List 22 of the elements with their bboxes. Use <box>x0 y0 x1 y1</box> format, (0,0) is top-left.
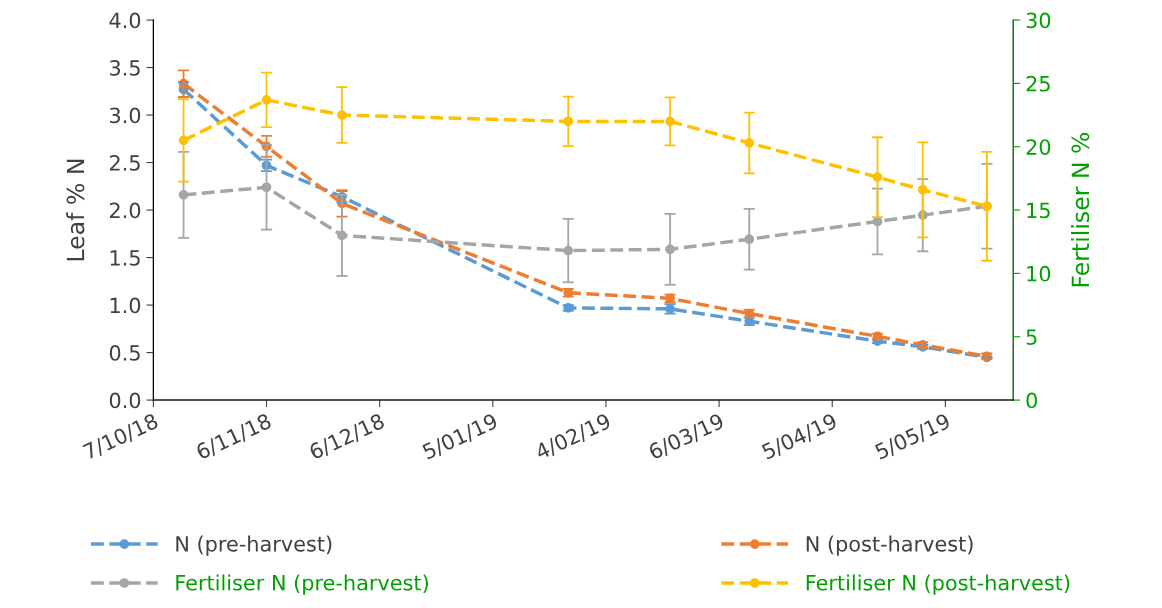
y2-tick-label: 5 <box>1026 329 1037 345</box>
y-tick-label: 2.0 <box>109 202 141 219</box>
y-tick-label: 4.0 <box>109 12 141 29</box>
y2-tick-label: 10 <box>1027 265 1051 282</box>
legend-label: N (pre-harvest) <box>176 535 332 556</box>
y2-tick-label: 15 <box>1027 202 1050 219</box>
legend-label: Fertiliser N (post-harvest) <box>806 574 1070 595</box>
y-tick-label: 0.5 <box>109 345 140 361</box>
y2-tick-label: 0 <box>1026 392 1037 409</box>
legend-label: Fertiliser N (pre-harvest) <box>176 574 428 595</box>
y-tick-label: 2.5 <box>109 155 140 171</box>
y2-axis-title: Fertiliser N % <box>1071 132 1090 287</box>
y-tick-label: 3.5 <box>110 60 140 76</box>
y2-tick-label: 20 <box>1026 139 1051 155</box>
y-tick-label: 1.0 <box>110 297 141 314</box>
legend-label: N (post-harvest) <box>806 535 973 556</box>
y2-tick-label: 25 <box>1026 75 1050 92</box>
y-tick-label: 0.0 <box>109 392 141 409</box>
y2-tick-label: 30 <box>1026 12 1051 29</box>
y-axis-title: Leaf % N <box>66 159 85 261</box>
y-tick-label: 3.0 <box>110 107 141 124</box>
y-tick-label: 1.5 <box>110 250 140 266</box>
